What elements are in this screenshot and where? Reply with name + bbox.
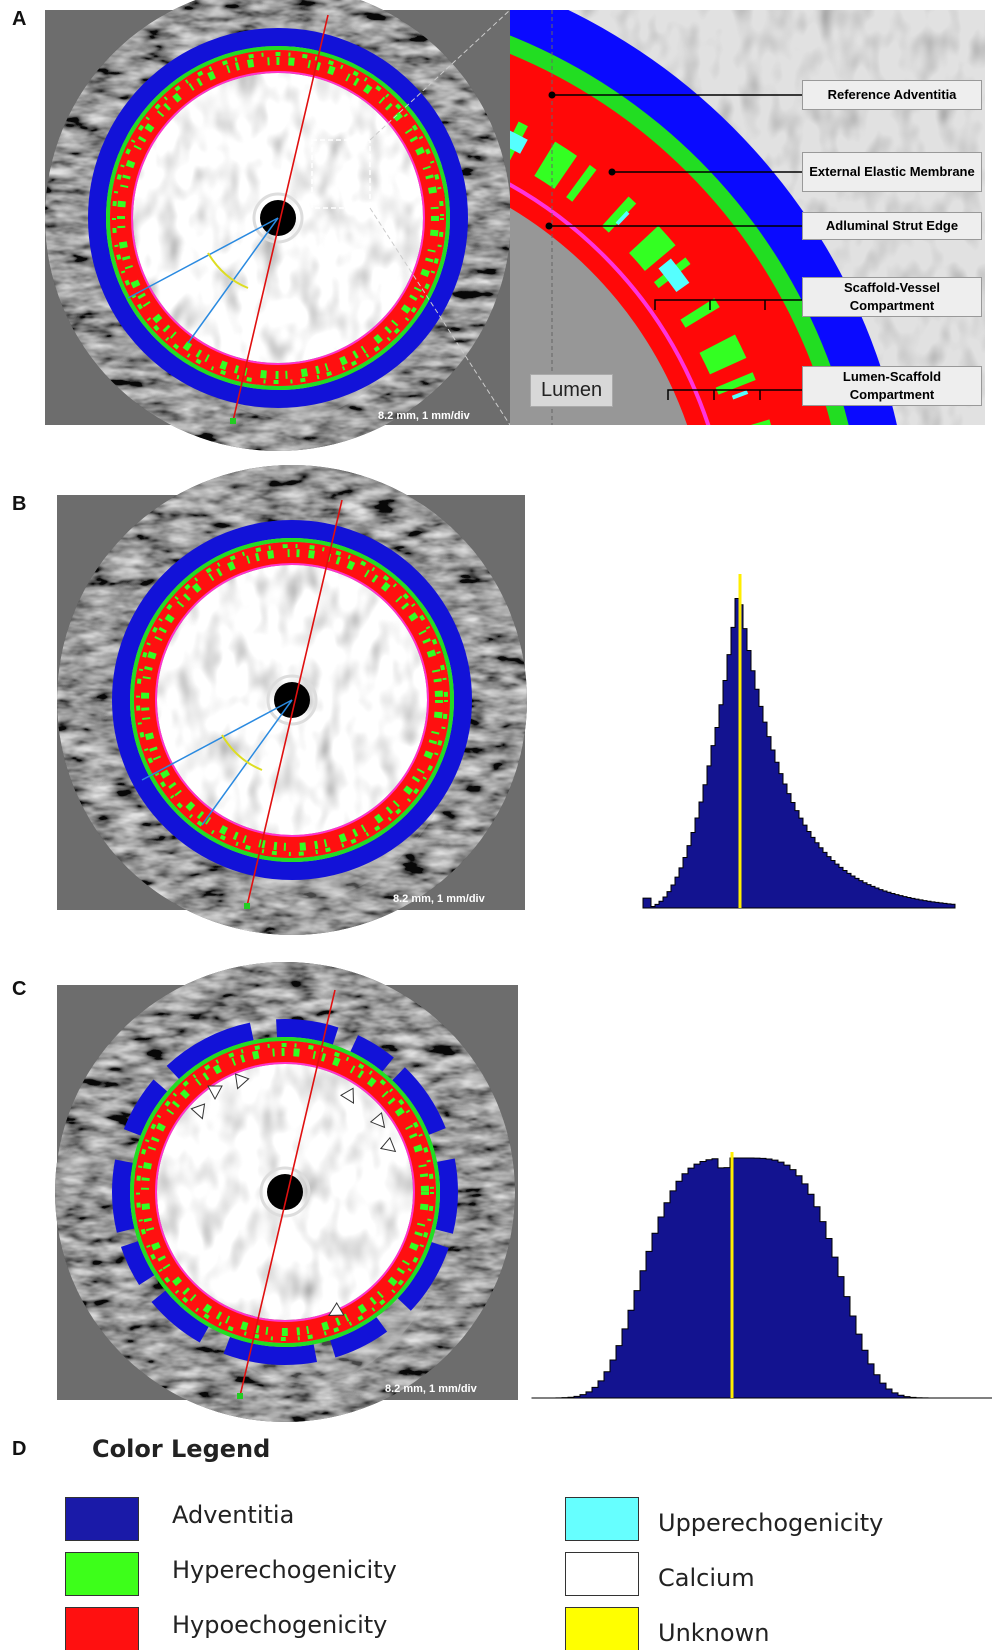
eem-ring: [130, 538, 454, 862]
scale-text: 8.2 mm, 1 mm/div: [378, 410, 470, 422]
catheter: [267, 1174, 303, 1210]
ivus-image: [55, 962, 518, 1422]
panel-label: D: [12, 1438, 27, 1460]
plaque-speckle: [112, 52, 444, 384]
plaque-speckle: [136, 544, 448, 856]
adventitia-ring: [88, 28, 468, 408]
adventitia-ring: [112, 1019, 458, 1365]
annotation-box: Reference Adventitia: [802, 80, 982, 110]
zoom-box: [311, 139, 371, 209]
marker: [230, 418, 236, 424]
measure-line: [127, 217, 279, 299]
measure-arc: [207, 252, 249, 289]
legend-swatch: [565, 1607, 639, 1650]
plaque-speckle: [141, 1048, 429, 1336]
histogram: [532, 1157, 992, 1399]
annotation-dot: [548, 91, 556, 99]
arrowhead: [379, 1136, 397, 1153]
arrowhead: [190, 1103, 206, 1120]
legend-label: Hypoechogenicity: [172, 1611, 388, 1639]
plaque-speckle: [136, 1043, 434, 1341]
panel-label: C: [12, 978, 27, 1000]
scale-text: 8.2 mm, 1 mm/div: [385, 1383, 477, 1395]
eem-ring: [130, 1037, 440, 1347]
legend-swatch: [565, 1497, 639, 1541]
marker: [237, 1393, 243, 1399]
measure-line: [141, 699, 293, 781]
guide-line: [239, 989, 336, 1397]
lumen-area: [510, 208, 688, 425]
ivus-image: [45, 0, 511, 451]
arrowhead: [369, 1111, 386, 1129]
panel-label: A: [12, 8, 27, 30]
marker: [244, 903, 250, 909]
guide-line: [246, 499, 343, 907]
legend-swatch: [565, 1552, 639, 1596]
catheter-ring: [252, 192, 304, 244]
arrowhead: [207, 1085, 223, 1101]
strut-line: [131, 71, 425, 365]
annotation-box: External Elastic Membrane: [802, 152, 982, 192]
ivus-image: [57, 465, 527, 935]
legend-swatch: [65, 1552, 139, 1596]
compartment-bracket: [667, 389, 802, 400]
legend-swatch: [65, 1607, 139, 1650]
annotation-box: Adluminal Strut Edge: [802, 212, 982, 240]
catheter-ring: [266, 674, 318, 726]
compartment-bracket: [654, 299, 802, 310]
annotation-box: Lumen-Scaffold Compartment: [802, 366, 982, 406]
lumen-label: Lumen: [530, 374, 614, 407]
arrowhead: [339, 1087, 355, 1104]
strut-line: [155, 1062, 415, 1322]
eem-ring: [106, 46, 450, 390]
legend-label: Upperechogenicity: [658, 1509, 884, 1537]
measure-arc: [221, 734, 263, 771]
annotation-dot: [545, 222, 553, 230]
plaque-speckle: [141, 549, 443, 851]
annotation-box: Scaffold-Vessel Compartment: [802, 277, 982, 317]
lumen-speckle: [510, 208, 688, 425]
legend-title: Color Legend: [92, 1435, 271, 1463]
scale-text: 8.2 mm, 1 mm/div: [393, 893, 485, 905]
zoom-connector: [369, 207, 511, 426]
guide-line: [232, 14, 329, 422]
legend-label: Adventitia: [172, 1501, 295, 1529]
adventitia-ring: [112, 520, 472, 880]
arrowhead: [234, 1073, 250, 1090]
legend-label: Hyperechogenicity: [172, 1556, 397, 1584]
annotation-dot: [608, 168, 616, 176]
catheter-ring: [259, 1166, 311, 1218]
legend-label: Unknown: [658, 1619, 770, 1647]
legend-swatch: [65, 1497, 139, 1541]
panel-label: B: [12, 493, 27, 515]
arrowhead: [328, 1301, 345, 1317]
strut-line: [155, 563, 429, 837]
histogram: [642, 598, 956, 909]
legend-label: Calcium: [658, 1564, 755, 1592]
plaque-speckle: [117, 57, 439, 379]
